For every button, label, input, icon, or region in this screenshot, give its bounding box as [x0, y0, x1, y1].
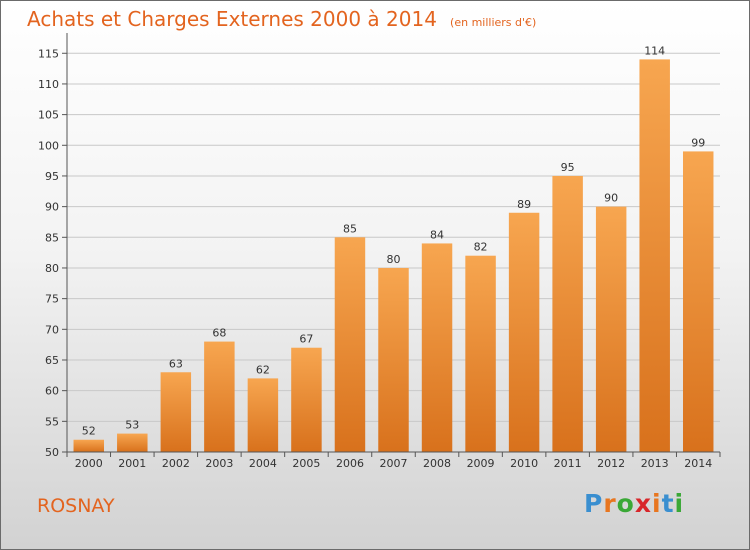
- bar: [508, 212, 540, 452]
- proxiti-logo: Proxiti: [584, 489, 684, 518]
- bar: [465, 255, 496, 452]
- y-tick-label: 110: [38, 78, 59, 91]
- x-tick-label: 2012: [597, 457, 625, 470]
- bar-value-label: 95: [561, 161, 575, 174]
- bar: [595, 206, 627, 452]
- x-tick-label: 2008: [423, 457, 451, 470]
- bar: [117, 433, 148, 452]
- x-tick-label: 2000: [75, 457, 103, 470]
- bar-value-label: 84: [430, 228, 444, 241]
- logo-letter: i: [674, 489, 685, 518]
- bar: [421, 243, 453, 452]
- logo-letter: x: [634, 489, 652, 518]
- bar: [247, 378, 279, 452]
- y-tick-label: 100: [38, 139, 59, 152]
- bar: [552, 175, 583, 452]
- bar: [291, 347, 322, 452]
- x-tick-label: 2010: [510, 457, 538, 470]
- x-tick-label: 2013: [641, 457, 669, 470]
- y-tick-label: 70: [45, 323, 59, 336]
- y-tick-label: 90: [45, 201, 59, 214]
- y-tick-label: 95: [45, 170, 59, 183]
- town-name: ROSNAY: [37, 495, 115, 517]
- chart-title: Achats et Charges Externes 2000 à 2014: [27, 7, 437, 31]
- y-tick-label: 65: [45, 354, 59, 367]
- y-tick-label: 55: [45, 415, 59, 428]
- x-tick-label: 2009: [467, 457, 495, 470]
- bar-value-label: 63: [169, 357, 183, 370]
- bars: 52 53 63 68 62 67 85 80 84 82 89 95 90 114 99: [73, 44, 714, 452]
- bar-value-label: 90: [604, 192, 618, 205]
- x-tick-label: 2002: [162, 457, 190, 470]
- bar-value-label: 52: [82, 425, 96, 438]
- bar-value-label: 80: [387, 253, 401, 266]
- y-tick-label: 60: [45, 385, 59, 398]
- logo-letter: t: [661, 489, 675, 518]
- bar-value-label: 114: [644, 44, 665, 57]
- bar-value-label: 89: [517, 198, 531, 211]
- x-tick-label: 2014: [684, 457, 712, 470]
- bar-value-label: 62: [256, 363, 270, 376]
- y-tick-label: 85: [45, 231, 59, 244]
- bar: [73, 439, 105, 452]
- title-row: Achats et Charges Externes 2000 à 2014 (…: [27, 7, 536, 31]
- x-tick-label: 2001: [118, 457, 146, 470]
- bar: [160, 372, 192, 452]
- bar: [204, 341, 235, 452]
- y-axis: 50 55 60 65 70 75 80 85 90 95 100 105 110 115: [38, 33, 68, 459]
- x-tick-label: 2011: [554, 457, 582, 470]
- y-tick-label: 115: [38, 47, 59, 60]
- bar: [334, 237, 366, 452]
- chart-subtitle: (en milliers d'€): [450, 16, 537, 29]
- x-tick-label: 2005: [292, 457, 320, 470]
- x-tick-label: 2004: [249, 457, 277, 470]
- bar: [378, 267, 409, 452]
- bar-value-label: 68: [212, 327, 226, 340]
- bar-value-label: 99: [691, 136, 705, 149]
- logo-letter: i: [652, 489, 662, 518]
- bar: [639, 59, 670, 452]
- bar-value-label: 82: [474, 241, 488, 254]
- x-tick-label: 2007: [380, 457, 408, 470]
- bar-value-label: 85: [343, 222, 357, 235]
- x-axis: 2000 2001 2002 2003 2004 2005 2006 2007 2008 2009…: [66, 451, 721, 470]
- logo-letter: P: [584, 489, 604, 518]
- y-tick-label: 105: [38, 109, 59, 122]
- bar-value-label: 53: [125, 419, 139, 432]
- y-tick-label: 50: [45, 446, 59, 459]
- logo-letter: r: [603, 489, 617, 518]
- logo-letter: o: [616, 489, 635, 518]
- y-tick-label: 75: [45, 293, 59, 306]
- y-tick-label: 80: [45, 262, 59, 275]
- bar: [682, 151, 714, 452]
- x-tick-label: 2006: [336, 457, 364, 470]
- x-tick-label: 2003: [205, 457, 233, 470]
- bar-value-label: 67: [299, 333, 313, 346]
